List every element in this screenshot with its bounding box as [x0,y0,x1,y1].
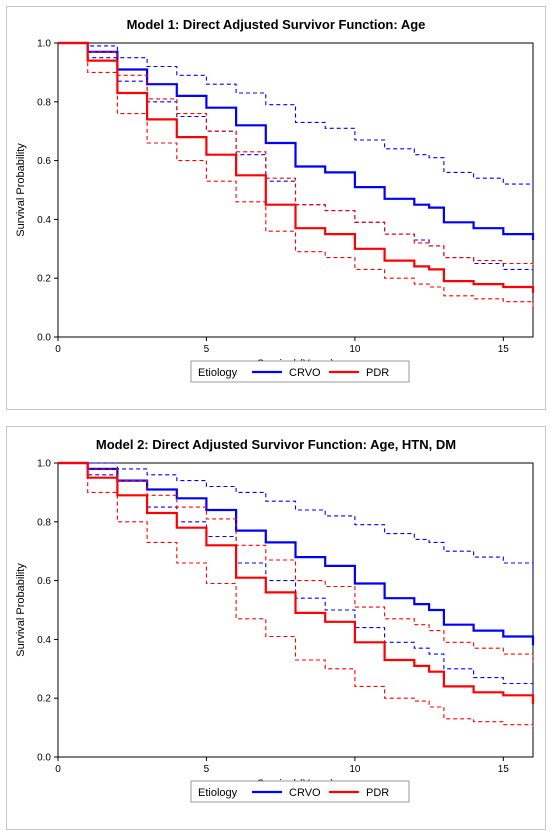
survival-chart-model-2: Model 2: Direct Adjusted Survivor Functi… [15,437,535,803]
series-line-pdr-estimate [58,41,535,293]
legend-box [190,780,410,803]
y-tick-label: 0.2 [37,274,51,285]
series-line-crvo-confidence-limit [58,462,534,572]
chart-panel-model-2: Model 2: Direct Adjusted Survivor Functi… [6,426,546,830]
legend-label-pdr: PDR [366,367,389,379]
series-line-pdr-estimate [58,461,535,705]
legend-title: Etiology [198,787,238,799]
y-tick-label: 0.0 [37,333,51,344]
legend-label-crvo: CRVO [289,787,321,799]
plot-area-frame [57,462,534,758]
y-tick-label: 0.0 [37,753,51,764]
plot-area-frame [57,42,534,338]
x-tick-label: 15 [498,764,510,775]
series-line-crvo-estimate [58,41,535,240]
x-tick-label: 0 [55,344,61,355]
y-tick-label: 0.6 [37,576,51,587]
legend-label-crvo: CRVO [289,367,321,379]
series-line-pdr-confidence-limit [58,462,534,663]
legend-box [190,360,410,383]
chart-title: Model 1: Direct Adjusted Survivor Functi… [127,17,426,32]
x-tick-label: 5 [204,764,210,775]
y-tick-label: 0.8 [37,97,51,108]
chart-title: Model 2: Direct Adjusted Survivor Functi… [96,437,456,452]
series-line-crvo-confidence-limit [58,42,534,190]
y-tick-label: 1.0 [37,39,51,50]
series-line-pdr-confidence-limit [58,42,534,270]
y-axis-label: Survival Probability [15,563,27,657]
y-tick-label: 0.6 [37,156,51,167]
y-tick-label: 0.4 [37,215,51,226]
chart-panel-model-1: Model 1: Direct Adjusted Survivor Functi… [6,6,546,410]
series-line-pdr-confidence-limit [58,462,534,731]
x-tick-label: 10 [349,344,361,355]
x-tick-label: 15 [498,344,510,355]
legend-label-pdr: PDR [366,787,389,799]
x-tick-label: 5 [204,344,210,355]
y-tick-label: 0.4 [37,635,51,646]
y-tick-label: 1.0 [37,459,51,470]
series-line-pdr-confidence-limit [58,42,534,308]
x-tick-label: 10 [349,764,361,775]
survival-chart-model-1: Model 1: Direct Adjusted Survivor Functi… [15,17,535,383]
y-tick-label: 0.8 [37,517,51,528]
series-line-crvo-estimate [58,461,535,646]
y-axis-label: Survival Probability [15,143,27,237]
y-tick-label: 0.2 [37,694,51,705]
legend-title: Etiology [198,367,238,379]
x-tick-label: 0 [55,764,61,775]
